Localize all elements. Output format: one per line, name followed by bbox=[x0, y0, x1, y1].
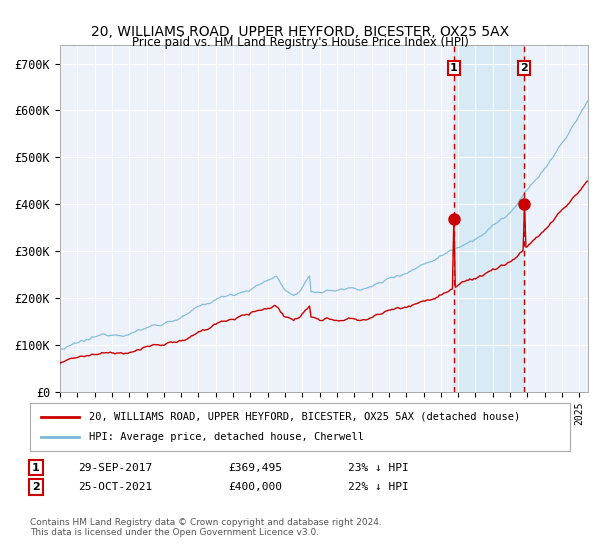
Text: 22% ↓ HPI: 22% ↓ HPI bbox=[348, 482, 409, 492]
Text: £400,000: £400,000 bbox=[228, 482, 282, 492]
Text: Contains HM Land Registry data © Crown copyright and database right 2024.
This d: Contains HM Land Registry data © Crown c… bbox=[30, 518, 382, 538]
Text: 25-OCT-2021: 25-OCT-2021 bbox=[78, 482, 152, 492]
Text: £369,495: £369,495 bbox=[228, 463, 282, 473]
Text: 29-SEP-2017: 29-SEP-2017 bbox=[78, 463, 152, 473]
Text: 2: 2 bbox=[32, 482, 40, 492]
Text: 20, WILLIAMS ROAD, UPPER HEYFORD, BICESTER, OX25 5AX (detached house): 20, WILLIAMS ROAD, UPPER HEYFORD, BICEST… bbox=[89, 412, 521, 422]
Text: 1: 1 bbox=[450, 63, 458, 73]
Text: 2: 2 bbox=[520, 63, 528, 73]
Text: 20, WILLIAMS ROAD, UPPER HEYFORD, BICESTER, OX25 5AX: 20, WILLIAMS ROAD, UPPER HEYFORD, BICEST… bbox=[91, 25, 509, 39]
Text: Price paid vs. HM Land Registry's House Price Index (HPI): Price paid vs. HM Land Registry's House … bbox=[131, 36, 469, 49]
Text: 1: 1 bbox=[32, 463, 40, 473]
Text: HPI: Average price, detached house, Cherwell: HPI: Average price, detached house, Cher… bbox=[89, 432, 364, 442]
Text: 23% ↓ HPI: 23% ↓ HPI bbox=[348, 463, 409, 473]
Bar bbox=[454, 45, 524, 392]
